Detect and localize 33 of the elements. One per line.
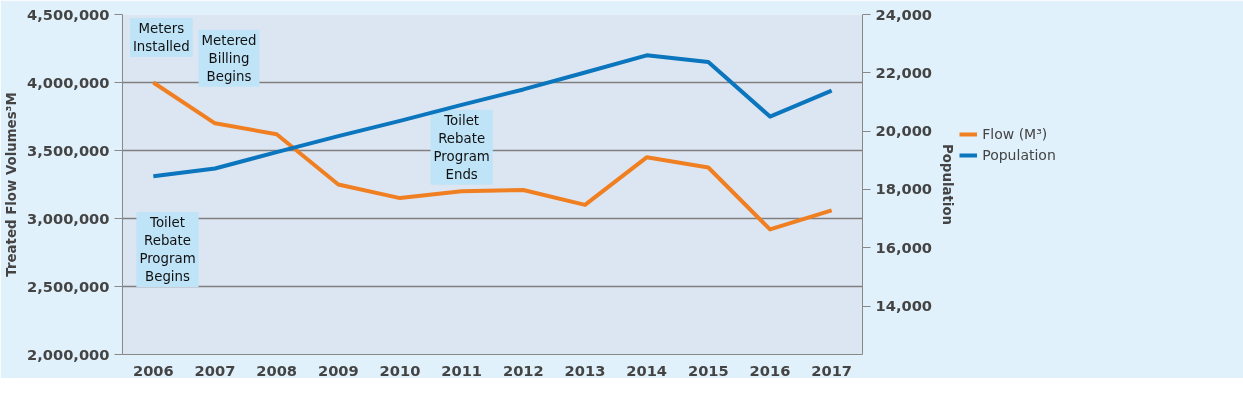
annotation: Toilet Rebate Program Ends <box>433 112 490 182</box>
x-tick-label: 2010 <box>379 361 421 379</box>
y-axis-title: Treated Flow Volumes³M <box>3 92 19 277</box>
y2-tick-label: 18,000 <box>875 180 933 198</box>
y2-tick-label: 14,000 <box>875 297 933 315</box>
y-tick-label: 2,000,000 <box>26 345 110 363</box>
x-tick-label: 2013 <box>564 361 606 379</box>
legend-label: Population <box>982 147 1056 163</box>
legend-label: Flow (M³) <box>982 126 1048 142</box>
x-tick-label: 2007 <box>194 361 236 379</box>
x-tick-label: 2016 <box>749 361 791 379</box>
y-tick-label: 4,000,000 <box>26 73 110 91</box>
annotation: Meters Installed <box>132 21 190 54</box>
y-tick-label: 3,500,000 <box>26 141 110 159</box>
x-tick-label: 2017 <box>811 361 853 379</box>
x-tick-label: 2015 <box>687 361 729 379</box>
y2-tick-label: 16,000 <box>875 238 933 256</box>
y-tick-label: 4,500,000 <box>26 5 110 23</box>
y-tick-label: 3,000,000 <box>26 209 110 227</box>
x-tick-label: 2014 <box>626 361 668 379</box>
y-tick-label: 2,500,000 <box>26 277 110 295</box>
line-series <box>151 53 834 179</box>
annotation: Toilet Rebate Program Begins <box>139 215 196 284</box>
annotation: Metered Billing Begins <box>201 32 257 84</box>
x-tick-label: 2009 <box>317 361 359 379</box>
y2-tick-label: 22,000 <box>875 63 933 81</box>
y2-tick-label: 20,000 <box>875 122 933 140</box>
x-tick-label: 2012 <box>502 361 544 379</box>
y2-tick-label: 24,000 <box>875 5 933 23</box>
x-tick-label: 2008 <box>256 361 298 379</box>
y2-axis-title: Population <box>940 143 956 226</box>
x-tick-label: 2011 <box>441 361 483 379</box>
x-tick-label: 2006 <box>132 361 174 379</box>
